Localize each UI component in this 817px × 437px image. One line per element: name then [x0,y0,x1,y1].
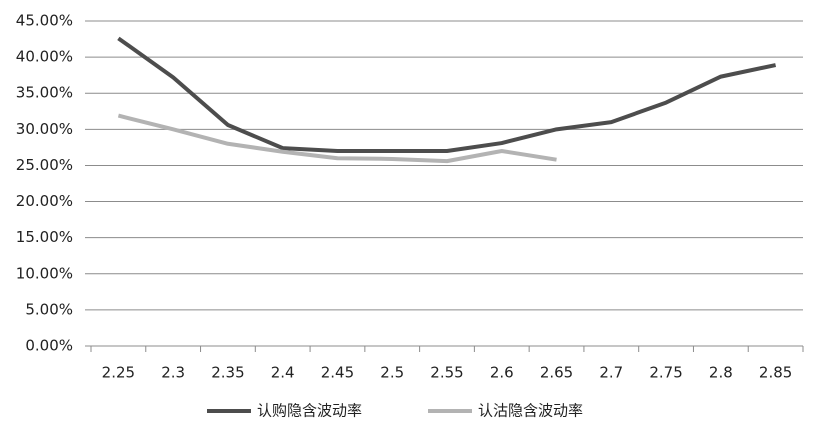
y-tick-label: 35.00% [16,84,73,102]
x-tick-label: 2.7 [599,364,623,382]
legend-label: 认沽隐含波动率 [478,402,583,420]
x-tick-label: 2.25 [102,364,135,382]
x-tick-label: 2.4 [271,364,295,382]
y-tick-label: 5.00% [25,300,73,318]
y-tick-label: 0.00% [25,337,73,355]
y-tick-label: 20.00% [16,192,73,210]
x-tick-label: 2.65 [540,364,573,382]
x-tick-label: 2.35 [211,364,244,382]
y-tick-label: 45.00% [16,12,73,30]
legend-label: 认购隐含波动率 [257,402,362,420]
x-tick-label: 2.55 [430,364,463,382]
x-tick-label: 2.75 [649,364,682,382]
y-tick-label: 30.00% [16,120,73,138]
y-tick-label: 25.00% [16,156,73,174]
y-tick-label: 10.00% [16,264,73,282]
x-tick-label: 2.6 [490,364,514,382]
x-tick-label: 2.3 [161,364,185,382]
x-tick-label: 2.45 [321,364,354,382]
series-line [117,113,557,164]
y-tick-label: 40.00% [16,48,73,66]
x-tick-label: 2.85 [759,364,792,382]
series-line [117,36,777,153]
x-tick-label: 2.8 [709,364,733,382]
x-tick-label: 2.5 [380,364,404,382]
y-tick-label: 15.00% [16,228,73,246]
